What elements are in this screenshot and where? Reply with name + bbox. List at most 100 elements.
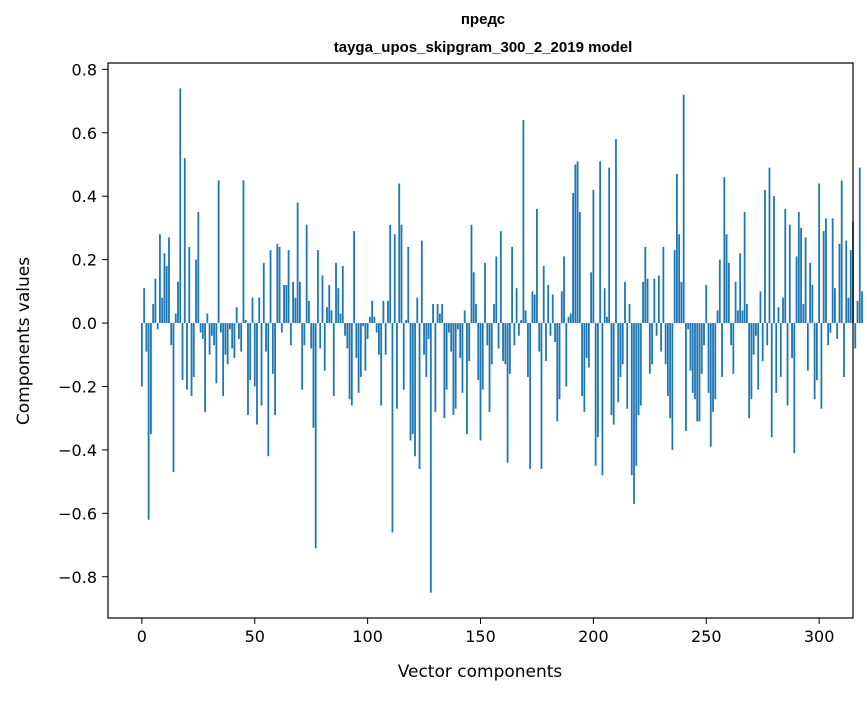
bar bbox=[242, 180, 245, 324]
bar bbox=[371, 300, 374, 324]
bar bbox=[499, 231, 502, 324]
bar bbox=[396, 323, 398, 409]
bar bbox=[578, 212, 581, 324]
bar bbox=[420, 240, 423, 324]
bar bbox=[791, 323, 793, 358]
bar bbox=[831, 218, 834, 324]
bar bbox=[594, 323, 597, 466]
bar bbox=[287, 250, 290, 324]
bar bbox=[305, 224, 308, 324]
bar bbox=[179, 88, 182, 324]
bar bbox=[355, 323, 358, 358]
bar bbox=[353, 231, 355, 324]
bar bbox=[567, 316, 570, 324]
bar bbox=[804, 237, 807, 324]
bar bbox=[682, 94, 685, 324]
bar bbox=[648, 323, 651, 374]
bar bbox=[764, 189, 766, 324]
bar bbox=[642, 281, 644, 324]
bar bbox=[391, 323, 394, 533]
bar bbox=[565, 323, 568, 387]
bar bbox=[822, 231, 825, 324]
bar bbox=[411, 323, 414, 435]
bar bbox=[685, 323, 687, 431]
bar bbox=[504, 323, 507, 365]
bar bbox=[786, 323, 789, 406]
y-tick-label: 0.2 bbox=[72, 251, 97, 270]
bar bbox=[533, 294, 536, 324]
bar bbox=[854, 323, 857, 349]
y-tick-label: 0.4 bbox=[72, 187, 97, 206]
bar bbox=[188, 246, 191, 324]
bar bbox=[481, 323, 484, 390]
y-tick-label: −0.2 bbox=[58, 377, 97, 396]
bar bbox=[745, 304, 748, 324]
bar bbox=[666, 323, 669, 396]
x-tick-label: 50 bbox=[245, 627, 265, 646]
bar bbox=[502, 323, 504, 362]
bar bbox=[572, 193, 574, 324]
bar bbox=[174, 313, 177, 324]
bar bbox=[240, 323, 243, 352]
bar bbox=[520, 319, 523, 324]
bar bbox=[364, 323, 367, 371]
bar bbox=[357, 323, 360, 393]
bar bbox=[459, 323, 462, 358]
bar bbox=[513, 323, 516, 346]
bar bbox=[292, 281, 295, 324]
bar bbox=[251, 297, 254, 324]
bar bbox=[298, 281, 301, 324]
bar bbox=[705, 285, 708, 324]
bar bbox=[177, 281, 179, 324]
bar bbox=[522, 120, 525, 324]
bar bbox=[310, 323, 313, 349]
x-tick-label: 300 bbox=[804, 627, 835, 646]
bar bbox=[235, 307, 238, 324]
bar bbox=[274, 323, 276, 416]
bar bbox=[429, 323, 432, 593]
bar bbox=[416, 297, 419, 324]
bar bbox=[601, 323, 604, 476]
bar bbox=[348, 323, 351, 400]
bar bbox=[233, 323, 236, 358]
bar bbox=[204, 323, 206, 412]
bar bbox=[847, 297, 850, 324]
plot-area-frame bbox=[107, 62, 854, 619]
bar bbox=[276, 243, 279, 324]
bar bbox=[849, 250, 852, 324]
bar bbox=[757, 323, 760, 390]
bar bbox=[210, 323, 213, 336]
y-tick-label: −0.6 bbox=[58, 504, 97, 523]
bar bbox=[217, 180, 220, 324]
bar bbox=[488, 323, 491, 412]
bar bbox=[384, 323, 387, 355]
bar bbox=[484, 262, 486, 324]
bar bbox=[538, 323, 541, 352]
bar bbox=[335, 262, 337, 324]
bar bbox=[152, 304, 155, 324]
bar bbox=[143, 288, 146, 324]
y-tick-label: −0.4 bbox=[58, 441, 97, 460]
bar bbox=[540, 323, 543, 469]
bar bbox=[283, 285, 285, 324]
bar bbox=[809, 262, 812, 324]
bar bbox=[256, 323, 258, 425]
bar bbox=[716, 310, 719, 324]
bar bbox=[825, 218, 827, 324]
bar bbox=[669, 323, 672, 419]
bar bbox=[280, 323, 283, 333]
bar bbox=[432, 304, 434, 324]
bar bbox=[328, 285, 331, 324]
x-axis-ticks: 0 50 100 150 200 250 300 bbox=[137, 618, 835, 646]
x-tick-label: 200 bbox=[578, 627, 609, 646]
bar bbox=[190, 323, 193, 396]
bar bbox=[542, 265, 545, 324]
bar bbox=[405, 319, 407, 324]
bar bbox=[172, 323, 175, 473]
bar bbox=[269, 250, 272, 324]
bar bbox=[378, 323, 380, 355]
bar bbox=[608, 167, 611, 324]
bar bbox=[380, 323, 383, 406]
bar bbox=[664, 323, 667, 365]
